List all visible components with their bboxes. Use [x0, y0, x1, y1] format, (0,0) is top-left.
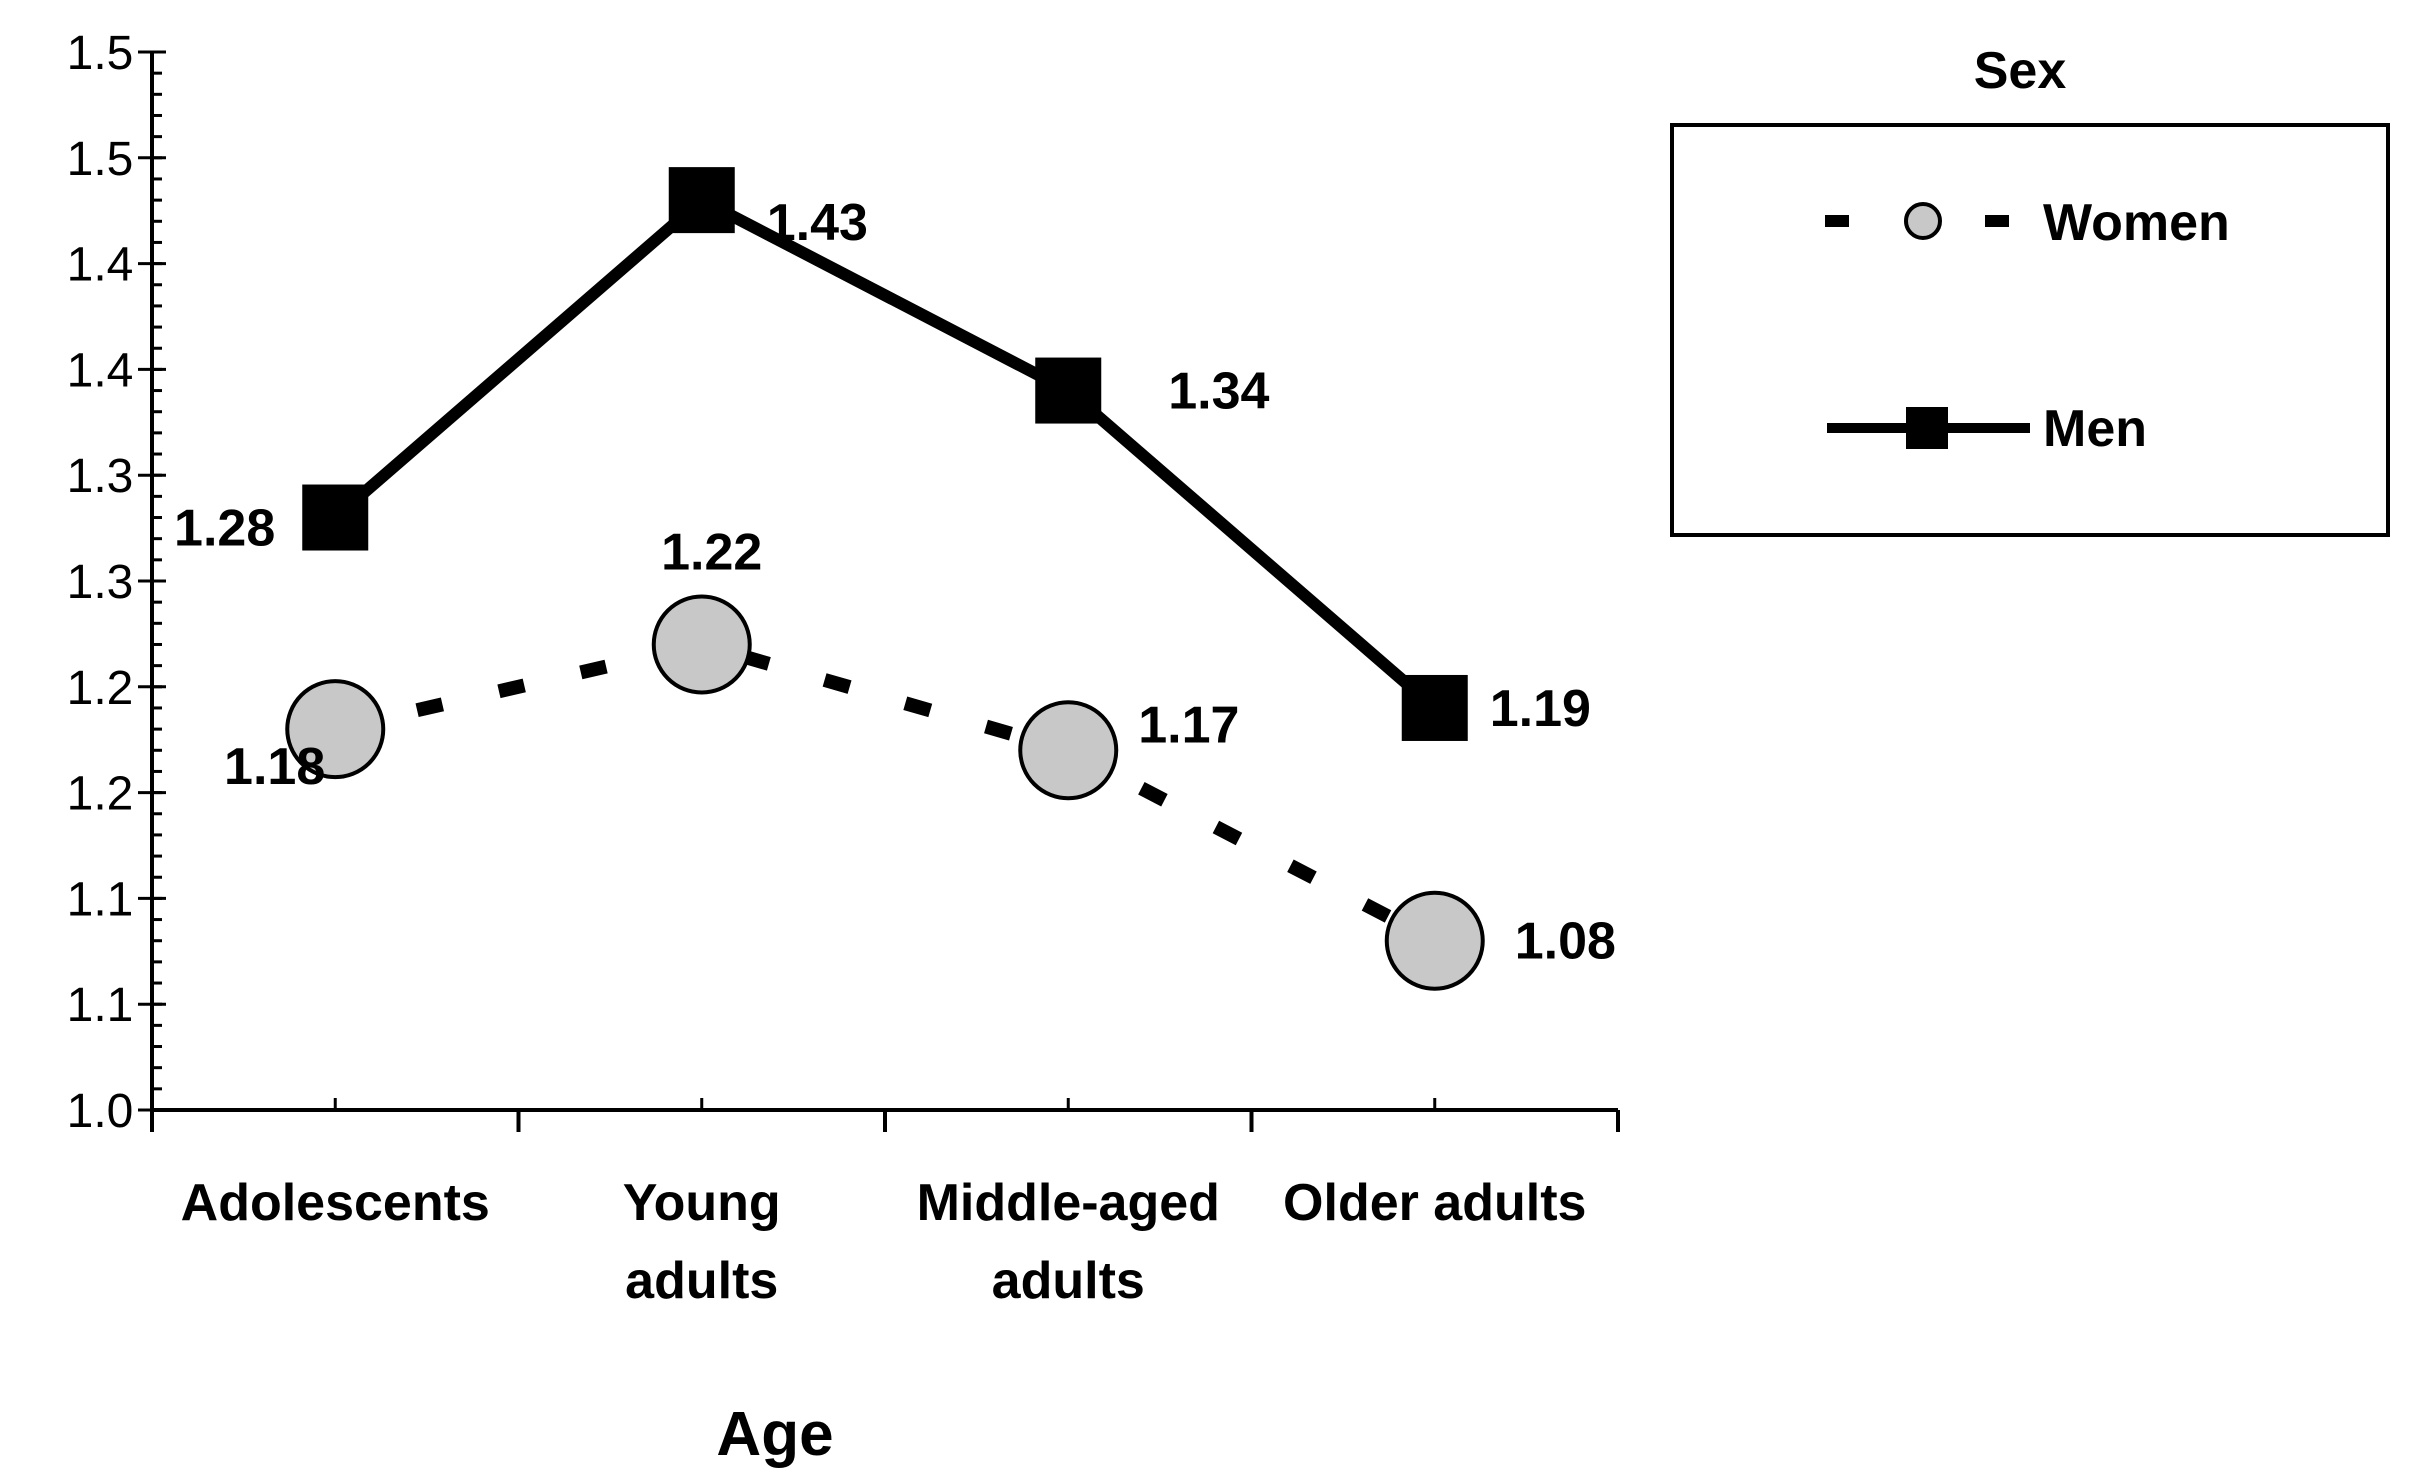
legend-men-label: Men [2043, 400, 2147, 458]
y-tick-label: 1.3 [67, 556, 134, 609]
legend-men-marker [1906, 407, 1948, 449]
axes: 1.0 1.1 1.1 1.2 1.2 1.3 1.3 1.4 1.4 1.5 1.5 Adolesc… [67, 27, 1620, 1310]
y-tick-label: 1.3 [67, 450, 134, 503]
legend-box [1670, 123, 2390, 537]
data-label-women: 1.18 [224, 738, 325, 796]
series-line-men [331, 192, 1439, 713]
x-tick-label-line: Young [623, 1174, 781, 1232]
x-tick-label: Middle-aged adults [917, 1174, 1220, 1310]
data-label-men: 1.43 [767, 194, 868, 252]
data-label-women: 1.17 [1138, 696, 1239, 754]
y-tick-label: 1.2 [67, 662, 134, 715]
x-tick-label-line: Adolescents [181, 1174, 490, 1232]
y-tick-label: 1.4 [67, 344, 134, 397]
x-tick-label: Young adults [623, 1174, 781, 1310]
point-men [1401, 674, 1468, 741]
y-tick-label: 1.0 [67, 1085, 134, 1138]
x-tick-label-line: Older adults [1283, 1174, 1586, 1232]
y-tick-label: 1.5 [67, 133, 134, 186]
y-tick-label: 1.2 [67, 768, 134, 821]
series-line-women [333, 637, 1438, 947]
data-label-women: 1.22 [661, 523, 762, 581]
data-label-women: 1.08 [1515, 913, 1616, 971]
legend: Sex Women Men [1670, 42, 2390, 537]
legend-women-marker [1904, 202, 1942, 240]
x-axis-title: Age [716, 1400, 833, 1469]
x-tick-label-line: Middle-aged [917, 1174, 1220, 1232]
x-tick-label: Older adults [1283, 1174, 1586, 1232]
y-tick-label: 1.4 [67, 239, 134, 292]
x-tick-label: Adolescents [181, 1174, 490, 1232]
data-label-men: 1.34 [1168, 363, 1269, 421]
y-tick-label: 1.5 [67, 27, 134, 80]
point-women [1018, 700, 1119, 801]
point-men [1035, 357, 1102, 424]
data-label-men: 1.28 [174, 500, 275, 558]
x-tick-label-line: adults [625, 1252, 778, 1310]
point-women [1384, 890, 1485, 991]
data-label-men: 1.19 [1490, 680, 1591, 738]
point-men [668, 167, 735, 234]
legend-women-label: Women [2043, 194, 2230, 252]
point-men [302, 484, 369, 551]
point-women [651, 594, 752, 695]
y-tick-label: 1.1 [67, 873, 134, 926]
legend-title: Sex [1974, 42, 2067, 100]
y-tick-label: 1.1 [67, 979, 134, 1032]
labels-layer: 1.18 1.22 1.17 1.08 1.28 1.43 1.34 1.19 [174, 194, 1616, 971]
x-tick-label-line: adults [992, 1252, 1145, 1310]
series-layer [285, 167, 1485, 991]
point-women [285, 679, 386, 780]
